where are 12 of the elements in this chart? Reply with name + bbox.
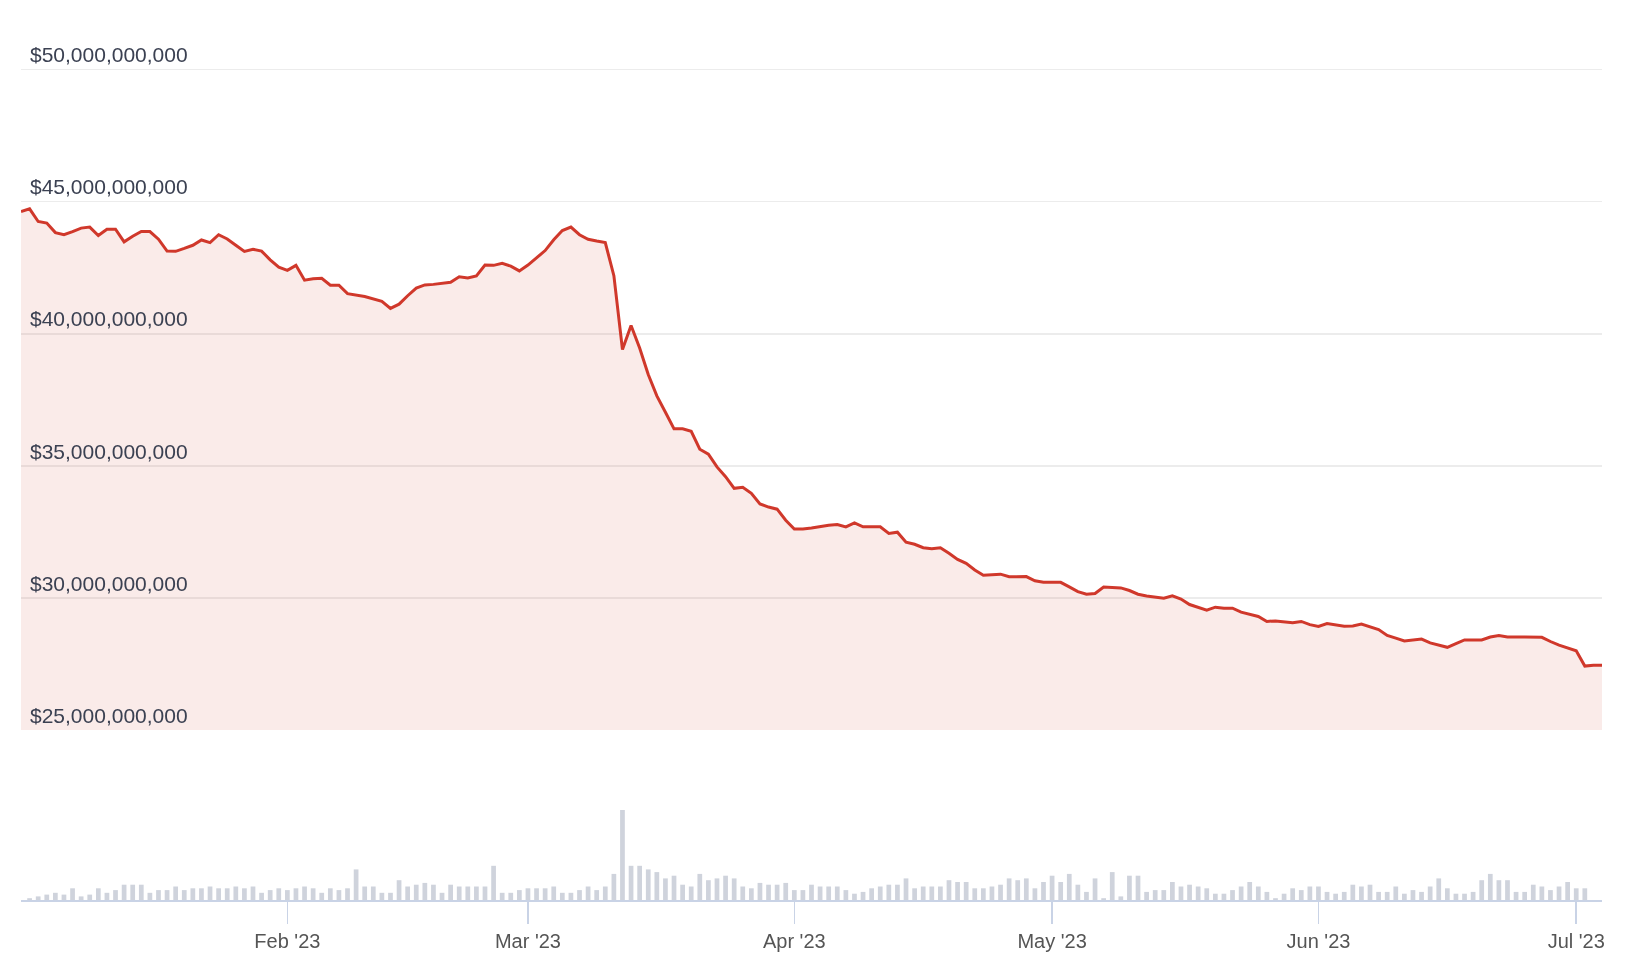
x-tick-label: Apr '23 [762, 930, 826, 952]
y-tick-label: $35,000,000,000 [30, 439, 188, 463]
y-tick-label: $40,000,000,000 [30, 307, 188, 331]
y-tick-label: $30,000,000,000 [30, 571, 188, 595]
y-tick-label: $45,000,000,000 [30, 175, 188, 199]
x-tick-label: Jul '23 [1547, 930, 1605, 952]
x-tick-label: May '23 [1017, 930, 1087, 952]
x-tick-label: Jun '23 [1286, 930, 1351, 952]
y-tick-label: $25,000,000,000 [30, 703, 188, 727]
x-tick-label: Feb '23 [254, 930, 321, 952]
x-tick-label: Mar '23 [494, 930, 561, 952]
y-tick-label: $50,000,000,000 [30, 43, 188, 67]
